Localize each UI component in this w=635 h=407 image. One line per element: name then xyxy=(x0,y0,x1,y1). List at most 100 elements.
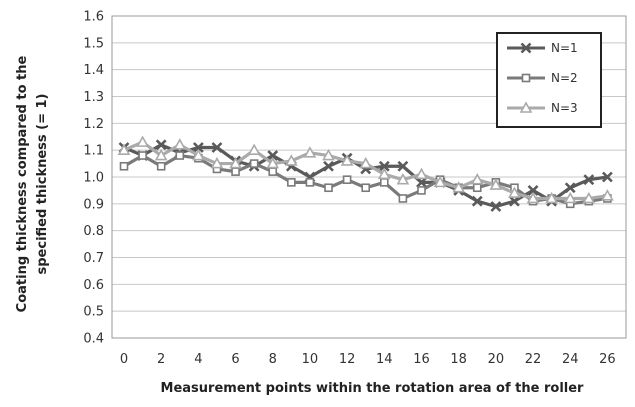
x-tick-label: 20 xyxy=(488,352,505,367)
data-point xyxy=(268,167,278,176)
data-point xyxy=(489,178,503,190)
data-point xyxy=(582,191,596,204)
data-point xyxy=(564,182,576,194)
y-tick-label: 0.8 xyxy=(83,224,104,239)
legend-item: N=1 xyxy=(507,41,578,55)
data-point xyxy=(231,167,240,176)
data-point xyxy=(601,171,613,183)
y-tick-label: 0.4 xyxy=(83,332,104,347)
series-layer xyxy=(117,135,614,212)
legend-item: N=2 xyxy=(507,71,578,85)
data-point xyxy=(563,191,577,204)
data-point xyxy=(398,194,408,203)
data-point xyxy=(303,146,317,158)
legend-label: N=1 xyxy=(551,41,578,55)
data-point xyxy=(138,151,147,160)
data-point xyxy=(249,159,259,168)
data-point xyxy=(490,201,502,212)
x-tick-label: 6 xyxy=(231,352,239,367)
data-point xyxy=(526,191,540,204)
data-point xyxy=(211,142,223,153)
x-tick-label: 16 xyxy=(413,352,430,367)
plot-area-border xyxy=(111,15,627,339)
data-point xyxy=(192,148,205,161)
data-point xyxy=(284,154,298,166)
data-point xyxy=(396,173,410,185)
data-point xyxy=(287,178,296,187)
x-tick-label: 10 xyxy=(302,352,319,367)
legend-item: N=3 xyxy=(507,101,578,115)
data-point xyxy=(175,151,185,160)
data-point xyxy=(229,156,242,169)
data-point xyxy=(416,176,427,188)
data-point xyxy=(377,167,391,180)
legend: N=1 N=2 N=3 xyxy=(496,32,602,128)
x-axis-ticks: 0 2 4 6 8 10 12 14 16 18 20 22 24 26 xyxy=(120,352,616,367)
y-tick-label: 1.3 xyxy=(83,90,104,105)
data-point xyxy=(173,138,187,150)
data-point xyxy=(508,186,521,198)
legend-marker xyxy=(520,42,532,54)
y-axis-ticks: 0.4 0.5 0.6 0.7 0.8 0.9 1.0 1.1 1.2 1.3 1.4 1.5 1.6 xyxy=(83,10,104,347)
data-point xyxy=(267,150,279,161)
data-point xyxy=(323,160,334,172)
y-tick-label: 1.2 xyxy=(83,117,104,132)
y-tick-label: 1.0 xyxy=(83,171,104,186)
x-tick-label: 2 xyxy=(157,352,165,367)
data-point xyxy=(378,160,390,172)
data-point xyxy=(340,154,354,166)
data-point xyxy=(156,161,166,171)
data-point xyxy=(322,148,335,161)
y-tick-label: 1.1 xyxy=(83,144,104,159)
data-point xyxy=(305,178,315,187)
data-point xyxy=(361,183,371,193)
y-tick-label: 1.4 xyxy=(83,63,104,78)
data-point xyxy=(583,174,595,186)
data-point xyxy=(471,195,483,207)
data-point xyxy=(155,139,167,151)
data-point xyxy=(154,148,168,161)
legend-label: N=3 xyxy=(551,101,578,115)
legend-label: N=2 xyxy=(551,71,578,85)
x-tick-label: 4 xyxy=(194,352,202,367)
data-point xyxy=(397,160,409,172)
data-point xyxy=(470,173,484,185)
data-point xyxy=(192,142,204,153)
x-tick-label: 24 xyxy=(562,352,579,367)
x-axis-title: Measurement points within the rotation a… xyxy=(161,381,585,396)
y-axis-title-line-1: Coating thickness compared to the xyxy=(15,56,30,313)
data-point xyxy=(342,175,352,184)
series-3 xyxy=(117,135,614,204)
x-tick-label: 26 xyxy=(599,352,616,367)
data-point xyxy=(324,183,333,193)
data-point xyxy=(247,143,261,155)
data-point xyxy=(136,135,149,147)
x-tick-label: 12 xyxy=(339,352,356,367)
x-tick-label: 8 xyxy=(269,352,277,367)
y-axis-title: Coating thickness compared to the specif… xyxy=(15,56,50,313)
y-tick-label: 0.6 xyxy=(83,278,104,293)
data-point xyxy=(433,175,447,188)
legend-marker xyxy=(519,101,533,113)
data-point xyxy=(379,178,389,187)
x-tick-label: 22 xyxy=(525,352,542,367)
data-point xyxy=(359,156,373,169)
y-tick-label: 1.5 xyxy=(83,36,104,51)
data-point xyxy=(472,183,482,193)
data-point xyxy=(119,161,129,171)
data-point xyxy=(545,191,558,204)
y-tick-label: 0.5 xyxy=(83,305,104,320)
x-tick-label: 0 xyxy=(120,352,128,367)
data-point xyxy=(509,195,520,207)
data-point xyxy=(527,184,539,196)
data-point xyxy=(452,181,466,193)
y-axis-title-line-2: specified thickness (= 1) xyxy=(35,93,50,274)
data-point xyxy=(415,167,428,180)
data-point xyxy=(210,156,224,169)
data-point xyxy=(266,156,280,169)
data-point xyxy=(417,186,426,195)
y-tick-label: 0.9 xyxy=(83,197,104,212)
data-point xyxy=(601,189,614,201)
